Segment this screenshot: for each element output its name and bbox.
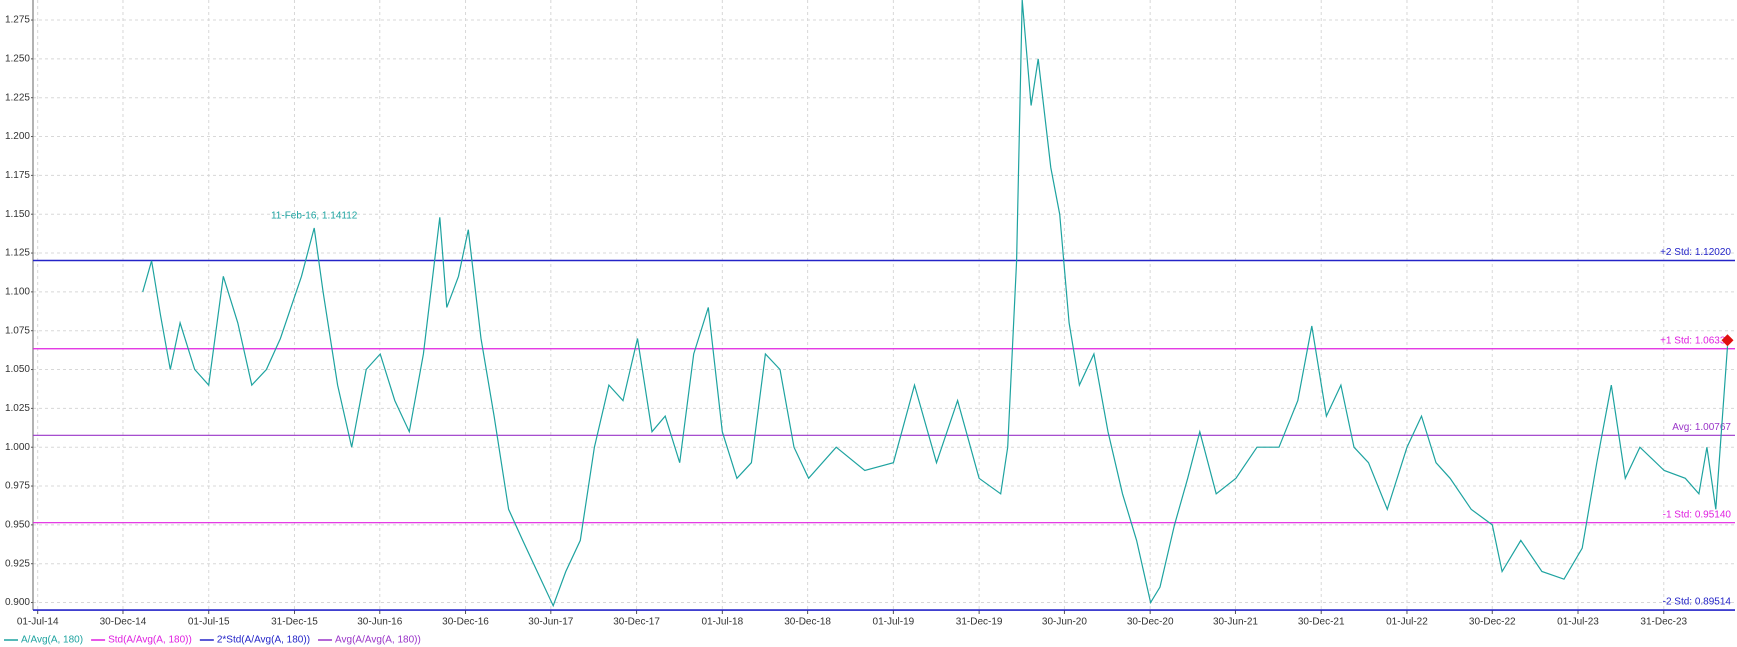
y-tick-label: 1.250 (5, 54, 30, 65)
x-tick-label: 01-Jul-23 (1557, 617, 1599, 628)
reference-label: +1 Std: 1.06339 (1660, 335, 1731, 346)
y-tick-label: 0.925 (5, 558, 30, 569)
legend-label: 2*Std(A/Avg(A, 180)) (217, 635, 310, 646)
legend-label: Avg(A/Avg(A, 180)) (335, 635, 421, 646)
y-tick-label: 1.175 (5, 170, 30, 181)
end-marker (1721, 334, 1734, 347)
x-tick-label: 01-Jul-19 (873, 617, 915, 628)
y-tick-label: 1.125 (5, 248, 30, 259)
x-tick-label: 01-Jul-14 (17, 617, 59, 628)
x-tick-label: 01-Jul-22 (1386, 617, 1428, 628)
x-tick-label: 30-Dec-22 (1469, 617, 1516, 628)
y-tick-label: 0.900 (5, 597, 30, 608)
annotation: 11-Feb-16, 1.14112 (271, 211, 358, 222)
y-tick-label: 1.225 (5, 92, 30, 103)
x-tick-label: 30-Dec-14 (100, 617, 147, 628)
x-tick-label: 30-Dec-16 (442, 617, 489, 628)
y-tick-label: 1.150 (5, 209, 30, 220)
x-tick-label: 31-Dec-19 (956, 617, 1003, 628)
reference-label: -1 Std: 0.95140 (1663, 509, 1732, 520)
x-tick-label: 30-Dec-17 (613, 617, 660, 628)
reference-label: -2 Std: 0.89514 (1663, 597, 1732, 608)
x-tick-label: 30-Jun-16 (357, 617, 402, 628)
legend-label: Std(A/Avg(A, 180)) (108, 635, 192, 646)
y-tick-label: 1.275 (5, 15, 30, 26)
x-tick-label: 30-Jun-17 (528, 617, 573, 628)
reference-label: Avg: 1.00767 (1672, 422, 1731, 433)
y-tick-label: 1.050 (5, 364, 30, 375)
x-tick-label: 31-Dec-23 (1640, 617, 1687, 628)
y-tick-label: 1.100 (5, 287, 30, 298)
reference-label: +2 Std: 1.12020 (1660, 247, 1731, 258)
x-tick-label: 01-Jul-18 (701, 617, 743, 628)
x-tick-label: 30-Dec-18 (784, 617, 831, 628)
y-tick-label: 0.975 (5, 481, 30, 492)
x-tick-label: 30-Dec-20 (1127, 617, 1174, 628)
x-tick-label: 01-Jul-15 (188, 617, 230, 628)
x-tick-label: 30-Jun-20 (1042, 617, 1087, 628)
y-tick-label: 1.000 (5, 442, 30, 453)
y-tick-label: 1.025 (5, 403, 30, 414)
x-tick-label: 31-Dec-15 (271, 617, 318, 628)
y-tick-label: 0.950 (5, 520, 30, 531)
x-tick-label: 30-Dec-21 (1298, 617, 1345, 628)
x-tick-label: 30-Jun-21 (1213, 617, 1258, 628)
legend-label: A/Avg(A, 180) (21, 635, 83, 646)
data-line (142, 0, 1729, 608)
y-tick-label: 1.075 (5, 325, 30, 336)
y-tick-label: 1.200 (5, 131, 30, 142)
